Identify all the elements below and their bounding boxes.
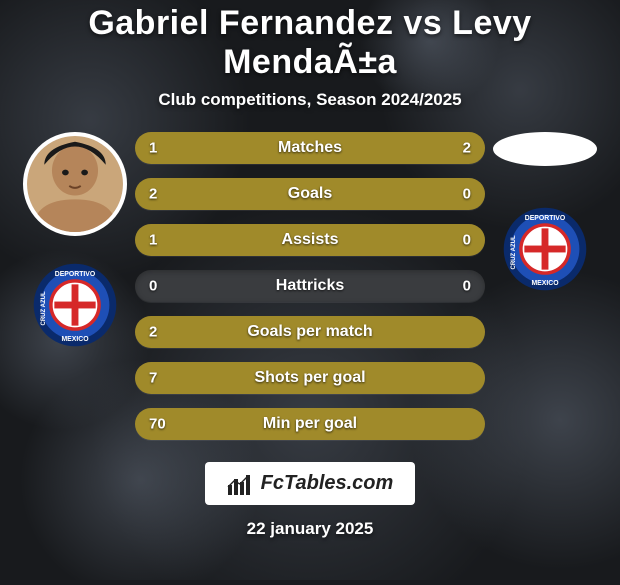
stat-label: Min per goal xyxy=(263,415,357,433)
page-subtitle: Club competitions, Season 2024/2025 xyxy=(0,90,620,110)
page-title: Gabriel Fernandez vs Levy MendaÃ±a xyxy=(0,4,620,82)
stat-value-right: 0 xyxy=(463,278,471,295)
svg-text:MEXICO: MEXICO xyxy=(531,280,559,287)
stat-value-left: 7 xyxy=(149,370,157,387)
stat-row: 1 Assists 0 xyxy=(135,224,485,256)
stat-label: Hattricks xyxy=(276,277,344,295)
footer-date: 22 january 2025 xyxy=(247,519,374,539)
stat-label: Goals xyxy=(288,185,332,203)
svg-text:DEPORTIVO: DEPORTIVO xyxy=(55,271,96,278)
stat-value-left: 2 xyxy=(149,186,157,203)
stat-row: 1 Matches 2 xyxy=(135,132,485,164)
stat-label: Goals per match xyxy=(247,323,372,341)
stats-column: 1 Matches 2 2 Goals 0 1 Assists 0 0 Hattricks 0 2 Goa… xyxy=(135,132,485,440)
stat-row: 7 Shots per goal xyxy=(135,362,485,394)
stat-row: 70 Min per goal xyxy=(135,408,485,440)
stat-value-right: 0 xyxy=(463,232,471,249)
stat-value-right: 2 xyxy=(463,140,471,157)
stat-row: 2 Goals 0 xyxy=(135,178,485,210)
svg-text:CRUZ AZUL: CRUZ AZUL xyxy=(511,235,517,270)
stat-label: Matches xyxy=(278,139,342,157)
stat-label: Shots per goal xyxy=(254,369,365,387)
player-left-column: DEPORTIVO MEXICO CRUZ AZUL xyxy=(15,132,135,348)
player-right-column: DEPORTIVO MEXICO CRUZ AZUL xyxy=(485,132,605,292)
stat-value-left: 1 xyxy=(149,232,157,249)
stat-value-left: 2 xyxy=(149,324,157,341)
brand-box: FcTables.com xyxy=(205,462,416,505)
stat-row: 2 Goals per match xyxy=(135,316,485,348)
svg-text:MEXICO: MEXICO xyxy=(61,336,89,343)
footer: FcTables.com 22 january 2025 xyxy=(0,462,620,539)
player-right-avatar xyxy=(493,132,597,166)
chart-icon xyxy=(227,473,253,495)
stat-row: 0 Hattricks 0 xyxy=(135,270,485,302)
stat-value-left: 1 xyxy=(149,140,157,157)
svg-text:DEPORTIVO: DEPORTIVO xyxy=(525,215,566,222)
stat-value-left: 0 xyxy=(149,278,157,295)
player-left-club-badge: DEPORTIVO MEXICO CRUZ AZUL xyxy=(32,262,118,348)
brand-text: FcTables.com xyxy=(261,472,394,495)
comparison-row: DEPORTIVO MEXICO CRUZ AZUL 1 Matches 2 2 Goa… xyxy=(0,132,620,440)
stat-value-left: 70 xyxy=(149,416,166,433)
player-right-club-badge: DEPORTIVO MEXICO CRUZ AZUL xyxy=(502,206,588,292)
stat-value-right: 0 xyxy=(463,186,471,203)
svg-text:CRUZ AZUL: CRUZ AZUL xyxy=(41,291,47,326)
stat-label: Assists xyxy=(282,231,339,249)
player-left-avatar xyxy=(23,132,127,236)
